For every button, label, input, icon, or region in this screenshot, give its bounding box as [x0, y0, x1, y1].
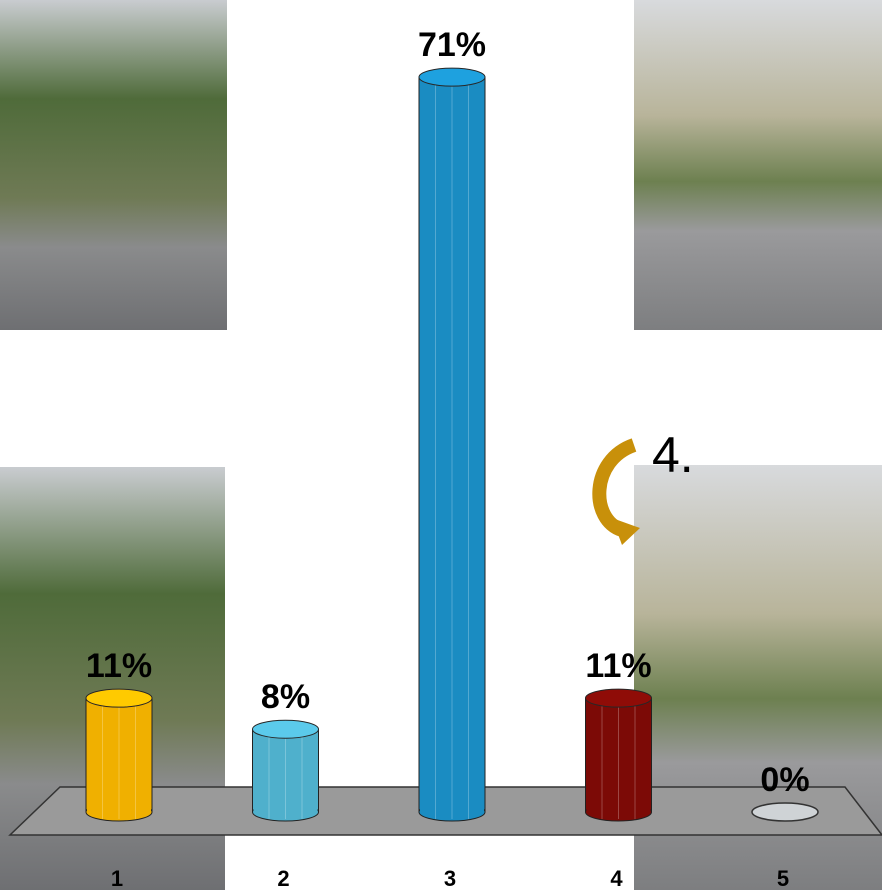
- bar-body-cover: [420, 77, 484, 812]
- x-tick-label: 3: [444, 866, 456, 890]
- bar: [751, 802, 819, 822]
- photo: [0, 0, 227, 330]
- bar-top: [252, 719, 319, 739]
- x-tick-label: 1: [111, 866, 123, 890]
- bar-top: [585, 688, 652, 708]
- value-label: 71%: [418, 26, 486, 64]
- x-tick-label: 2: [277, 866, 289, 890]
- photo: [634, 0, 882, 330]
- value-label: 8%: [261, 678, 310, 716]
- arrow-head: [612, 518, 640, 545]
- x-tick-label: 4: [610, 866, 623, 890]
- bar-body-cover: [253, 729, 318, 812]
- arrow: [592, 438, 637, 537]
- value-label: 11%: [585, 647, 651, 685]
- bars: 11% 1 8% 2 71% 3 11% 4 0% 5: [85, 26, 819, 890]
- bar-top: [418, 67, 486, 87]
- bar-body-cover: [586, 698, 651, 812]
- value-label: 11%: [86, 647, 152, 685]
- bar-body-cover: [87, 698, 151, 812]
- bar-top: [85, 688, 153, 708]
- annotation: 4.: [652, 427, 694, 483]
- x-tick-label: 5: [777, 866, 789, 890]
- value-label: 0%: [760, 761, 809, 799]
